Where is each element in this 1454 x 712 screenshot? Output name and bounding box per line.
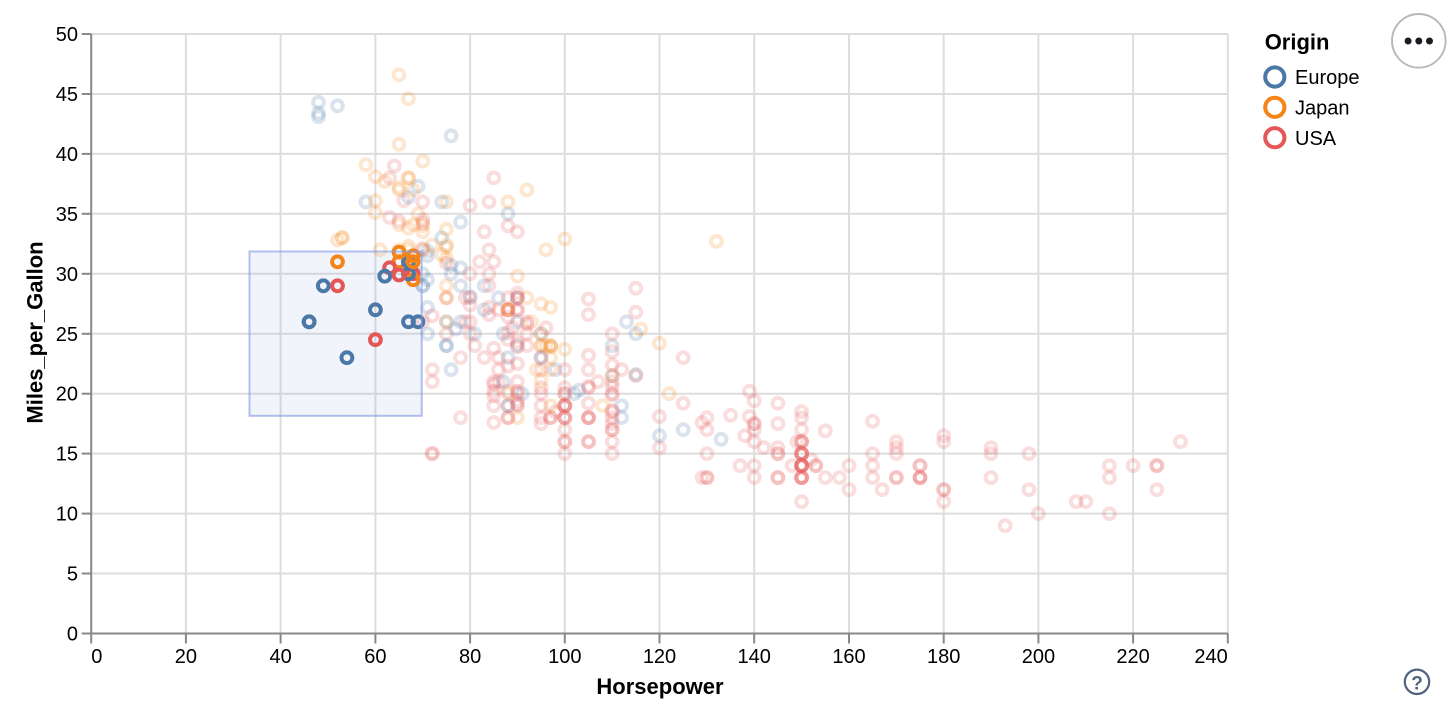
svg-text:35: 35 [56,204,78,226]
svg-text:80: 80 [459,646,481,668]
svg-text:220: 220 [1116,646,1149,668]
svg-text:Japan: Japan [1295,98,1350,120]
svg-text:USA: USA [1295,128,1337,150]
svg-text:120: 120 [643,646,676,668]
svg-text:40: 40 [269,646,291,668]
svg-text:240: 240 [1194,646,1227,668]
svg-text:180: 180 [927,646,960,668]
svg-text:45: 45 [56,84,78,106]
svg-text:0: 0 [67,624,78,646]
svg-text:Europe: Europe [1295,67,1360,89]
svg-text:30: 30 [56,264,78,286]
svg-text:200: 200 [1022,646,1055,668]
svg-text:25: 25 [56,324,78,346]
svg-text:20: 20 [175,646,197,668]
svg-text:15: 15 [56,444,78,466]
svg-text:40: 40 [56,144,78,166]
svg-text:160: 160 [832,646,865,668]
svg-text:140: 140 [738,646,771,668]
svg-text:Horsepower: Horsepower [596,674,724,699]
svg-text:0: 0 [91,646,102,668]
svg-text:60: 60 [364,646,386,668]
svg-text:50: 50 [56,24,78,46]
svg-text:Miles_per_Gallon: Miles_per_Gallon [23,241,48,423]
svg-text:5: 5 [67,564,78,586]
svg-text:20: 20 [56,384,78,406]
svg-text:?: ? [1411,674,1423,695]
svg-text:100: 100 [548,646,581,668]
svg-text:Origin: Origin [1265,30,1330,55]
svg-text:10: 10 [56,504,78,526]
